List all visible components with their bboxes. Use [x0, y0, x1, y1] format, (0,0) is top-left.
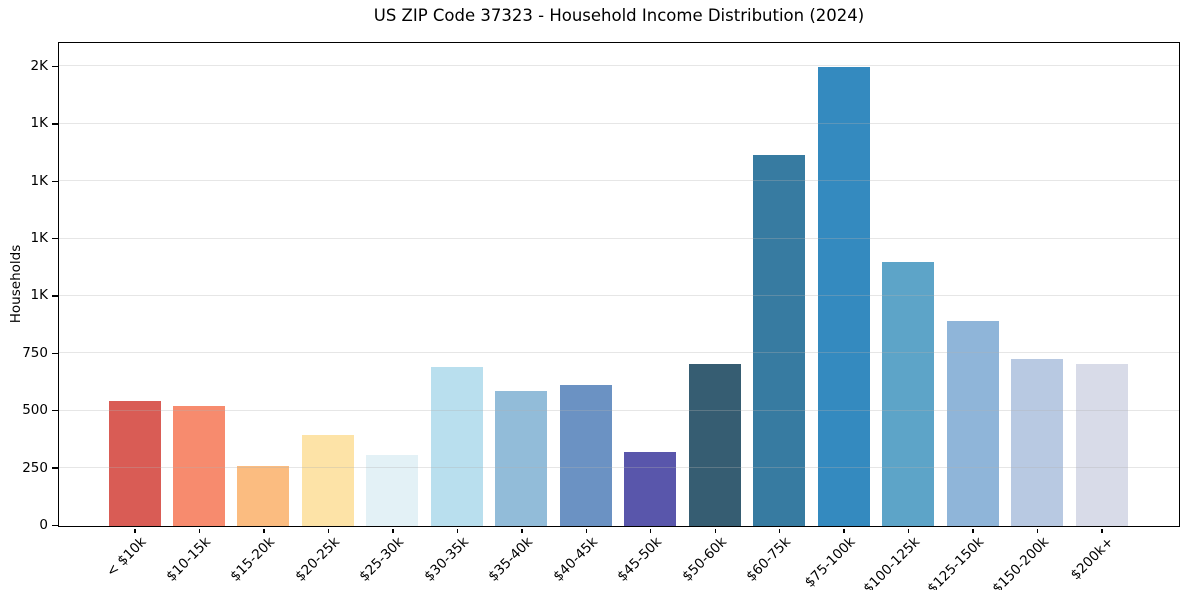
bar-$75-100k: [817, 66, 870, 526]
gridline-750: [59, 352, 1179, 354]
bar-$125-150k: [946, 320, 999, 526]
x-tick-mark: [843, 528, 845, 533]
bar-$45-50k: [624, 452, 677, 526]
x-tick-mark: [779, 528, 781, 533]
x-tick-label: $15-20k: [227, 534, 279, 585]
bar-$60-75k: [753, 154, 806, 526]
plot-area: [58, 42, 1180, 527]
x-tick-label: $45-50k: [614, 534, 666, 585]
x-tick-mark: [521, 528, 523, 533]
gridline-1250: [59, 237, 1179, 239]
y-tick-mark: [52, 467, 58, 469]
bar-< $10k: [108, 400, 161, 526]
x-tick-mark: [907, 528, 910, 533]
bar-$40-45k: [559, 385, 612, 526]
bar-$20-25k: [301, 435, 354, 526]
y-tick-mark: [52, 352, 58, 355]
y-tick-mark: [52, 410, 58, 412]
y-tick-label: 500: [22, 402, 48, 419]
x-tick-label: $30-35k: [421, 534, 472, 585]
y-tick-label: 1K: [30, 230, 48, 247]
bar-$25-30k: [366, 455, 419, 526]
x-tick-label: $50-60k: [678, 534, 730, 585]
gridline-1000: [59, 294, 1179, 296]
x-tick-label: $125-150k: [924, 534, 988, 590]
x-tick-mark: [972, 528, 974, 533]
x-tick-mark: [134, 528, 136, 533]
x-tick-mark: [327, 528, 330, 533]
gridline-250: [59, 467, 1179, 469]
x-tick-mark: [650, 528, 652, 533]
x-tick-mark: [456, 528, 459, 533]
y-tick-label: 1K: [30, 115, 48, 132]
y-tick-label: 1K: [30, 287, 48, 304]
bar-$10-15k: [172, 405, 225, 526]
plot-inner: [59, 43, 1179, 526]
y-tick-label: 1K: [30, 172, 48, 189]
gridline-1500: [59, 180, 1179, 182]
y-tick-label: 0: [39, 517, 48, 533]
x-tick-label: $150-200k: [989, 534, 1052, 590]
y-tick-label: 2K: [30, 57, 48, 74]
x-tick-mark: [714, 528, 716, 533]
x-tick-mark: [392, 528, 394, 533]
x-tick-label: $20-25k: [292, 534, 343, 585]
x-tick-label: $100-125k: [860, 534, 923, 590]
bar-$150-200k: [1011, 358, 1064, 526]
x-tick-label: $25-30k: [356, 534, 408, 585]
y-tick-mark: [52, 295, 58, 297]
x-tick-label: < $10k: [103, 534, 150, 581]
x-tick-label: $35-40k: [485, 534, 537, 585]
gridline-1750: [59, 122, 1179, 124]
x-tick-mark: [1036, 528, 1039, 533]
gridline-2000: [59, 65, 1179, 67]
y-tick-label: 250: [22, 459, 48, 476]
bar-$200k+: [1075, 364, 1128, 526]
chart-title: US ZIP Code 37323 - Household Income Dis…: [373, 6, 865, 25]
gridline-500: [59, 409, 1179, 411]
x-tick-mark: [1101, 528, 1103, 533]
bar-$35-40k: [495, 391, 548, 526]
y-tick-mark: [52, 237, 58, 240]
x-tick-mark: [263, 528, 265, 533]
y-axis-label: Households: [8, 244, 24, 324]
x-tick-label: $60-75k: [743, 534, 795, 585]
bar-$15-20k: [237, 466, 290, 526]
x-tick-mark: [198, 528, 201, 533]
x-tick-mark: [585, 528, 587, 533]
y-tick-mark: [52, 65, 58, 68]
y-tick-mark: [52, 524, 58, 527]
x-tick-label: $40-45k: [549, 534, 601, 585]
x-tick-label: $10-15k: [163, 534, 214, 585]
y-tick-mark: [52, 180, 58, 182]
y-tick-mark: [52, 123, 58, 125]
bar-$50-60k: [688, 363, 741, 526]
bar-$30-35k: [430, 366, 483, 526]
bar-$100-125k: [882, 261, 935, 526]
x-tick-label: $200k+: [1067, 534, 1117, 584]
x-tick-label: $75-100k: [801, 534, 859, 590]
y-tick-label: 750: [22, 344, 48, 361]
